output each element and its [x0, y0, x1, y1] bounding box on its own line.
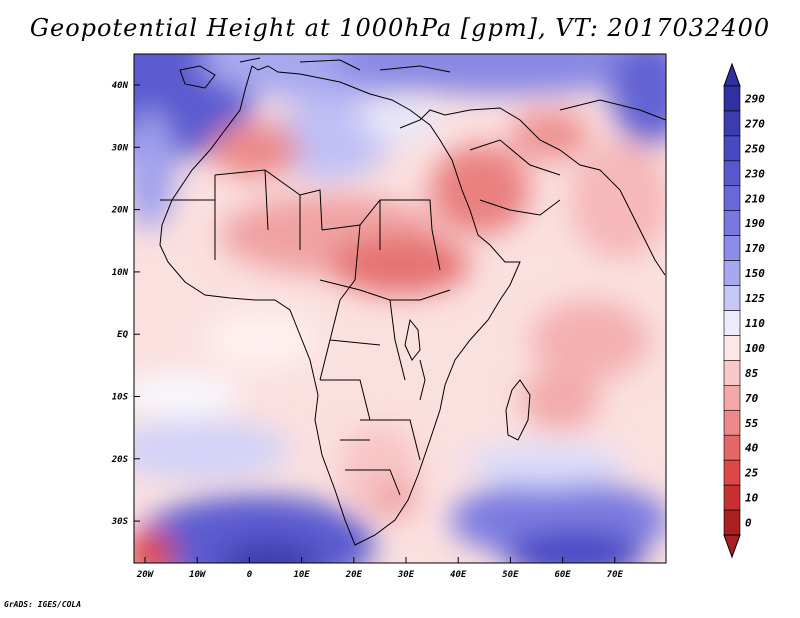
- colorbar-label: 100: [745, 342, 765, 355]
- colorbar-swatch: [723, 459, 741, 486]
- colorbar-bottom-arrow: [723, 534, 741, 559]
- colorbar-label: 125: [745, 292, 765, 305]
- colorbar-top-arrow: [723, 62, 741, 87]
- lat-label: 40N: [112, 81, 129, 91]
- colorbar-label: 270: [744, 117, 765, 130]
- colorbar-swatch: [723, 484, 741, 511]
- latitude-axis: 40N 30N 20N 10N EQ 10S 20S 30S: [111, 81, 140, 527]
- lon-label: 60E: [554, 570, 571, 580]
- lon-label: 20W: [136, 570, 155, 580]
- colorbar-label: 85: [745, 367, 759, 380]
- colorbar-swatch: [723, 434, 741, 461]
- lon-label: 10W: [189, 570, 207, 580]
- software-credit: GrADS: IGES/COLA: [4, 600, 82, 609]
- colorbar-label: 40: [745, 442, 759, 455]
- colorbar-label: 110: [745, 317, 765, 330]
- colorbar-swatch: [723, 160, 741, 187]
- colorbar-swatch: [723, 135, 741, 162]
- lat-label: 30S: [111, 517, 129, 527]
- lat-label: 10S: [112, 393, 129, 403]
- height-field: [134, 54, 666, 563]
- map-frame: [133, 53, 667, 564]
- colorbar-label: 10: [745, 492, 759, 505]
- colorbar-swatch: [723, 285, 741, 311]
- lat-label: 30N: [111, 143, 129, 153]
- colorbar-label: 190: [745, 217, 765, 230]
- colorbar-swatch: [723, 110, 741, 137]
- lon-label: 40E: [450, 570, 467, 580]
- colorbar-label: 250: [744, 142, 765, 155]
- country-borders: [159, 57, 666, 546]
- colorbar-swatch: [723, 385, 741, 411]
- figure-title: Geopotential Height at 1000hPa [gpm], VT…: [29, 14, 771, 42]
- colorbar-swatch: [723, 235, 741, 261]
- colorbar-swatch: [723, 260, 741, 286]
- colorbar-swatch: [723, 185, 741, 212]
- colorbar-swatch: [723, 335, 741, 361]
- colorbar-label: 210: [744, 192, 765, 205]
- lat-label: EQ: [117, 330, 128, 340]
- colorbar-label: 170: [745, 242, 765, 255]
- colorbar-swatch: [723, 210, 741, 236]
- colorbar-swatch: [723, 310, 741, 336]
- colorbar: 2902702502302101901701501251101008570554…: [723, 62, 765, 559]
- colorbar-label: 25: [744, 467, 759, 480]
- colorbar-label: 70: [745, 392, 759, 405]
- lon-label: 70E: [607, 570, 624, 580]
- lon-label: 20E: [345, 570, 363, 580]
- lon-label: 10E: [293, 570, 310, 580]
- colorbar-label: 55: [745, 417, 759, 430]
- colorbar-swatch: [723, 85, 741, 112]
- colorbar-swatch: [723, 360, 741, 386]
- colorbar-label: 150: [745, 267, 765, 280]
- lat-label: 20N: [111, 206, 129, 216]
- lon-label: 0: [247, 570, 253, 580]
- colorbar-label: 230: [744, 167, 765, 180]
- lat-label: 10N: [112, 268, 129, 278]
- colorbar-swatch: [723, 409, 741, 436]
- lon-label: 30E: [397, 570, 415, 580]
- lon-label: 50E: [502, 570, 519, 580]
- colorbar-swatch: [723, 509, 741, 536]
- colorbar-label: 290: [744, 92, 765, 105]
- lat-label: 20S: [111, 455, 129, 465]
- longitude-axis: 20W 10W 0 10E 20E 30E 40E 50E 60E 70E: [136, 557, 624, 580]
- colorbar-label: 0: [745, 517, 752, 530]
